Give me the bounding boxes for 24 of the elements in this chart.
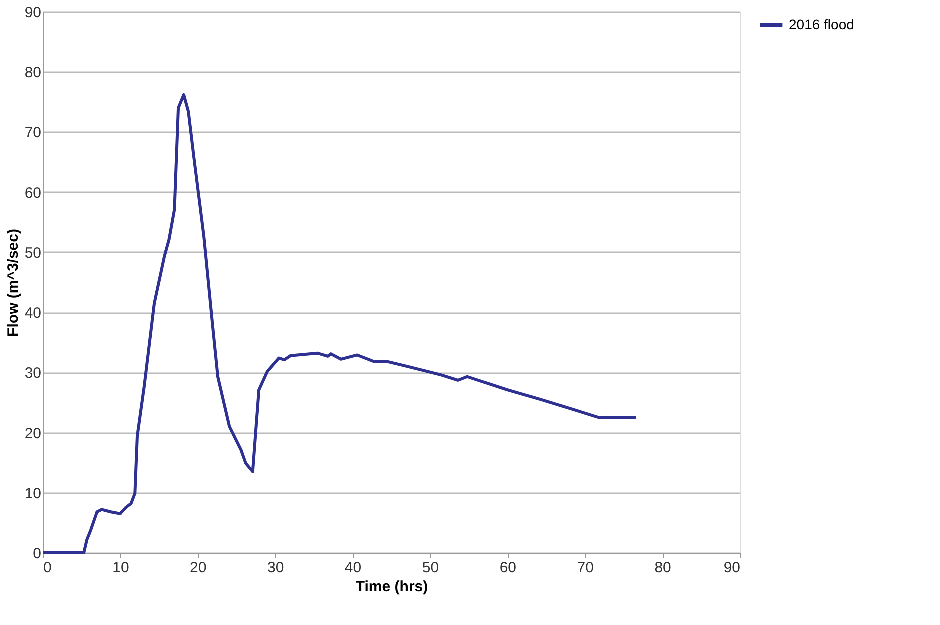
y-tick-label: 50 bbox=[24, 244, 42, 262]
y-tick-label: 20 bbox=[24, 425, 42, 442]
y-tick-label: 80 bbox=[24, 64, 42, 82]
y-tick-label: 0 bbox=[33, 546, 42, 562]
y-tick-label: 10 bbox=[24, 485, 42, 502]
y-tick-label: 90 bbox=[24, 4, 42, 22]
y-axis-title: Flow (m^3/sec) bbox=[4, 229, 22, 337]
x-tick-label: 70 bbox=[577, 560, 594, 576]
x-tick-label: 50 bbox=[422, 560, 440, 576]
x-tick-label: 30 bbox=[267, 560, 284, 576]
y-tick-label: 60 bbox=[24, 184, 42, 202]
line-series bbox=[42, 93, 638, 554]
x-tick-label: 0 bbox=[44, 560, 52, 576]
x-tick-label: 20 bbox=[190, 560, 207, 576]
x-tick-label: 40 bbox=[344, 560, 362, 576]
legend-label: 2016 flood bbox=[789, 16, 854, 32]
y-tick-label: 70 bbox=[24, 124, 42, 142]
x-tick-label: 90 bbox=[724, 560, 740, 576]
x-tick-label: 80 bbox=[654, 560, 672, 576]
x-tick-label: 60 bbox=[500, 560, 517, 576]
x-axis-title: Time (hrs) bbox=[356, 578, 428, 596]
x-tick-label: 10 bbox=[112, 560, 130, 576]
y-tick-label: 30 bbox=[24, 365, 42, 382]
y-tick-label: 40 bbox=[24, 305, 42, 322]
